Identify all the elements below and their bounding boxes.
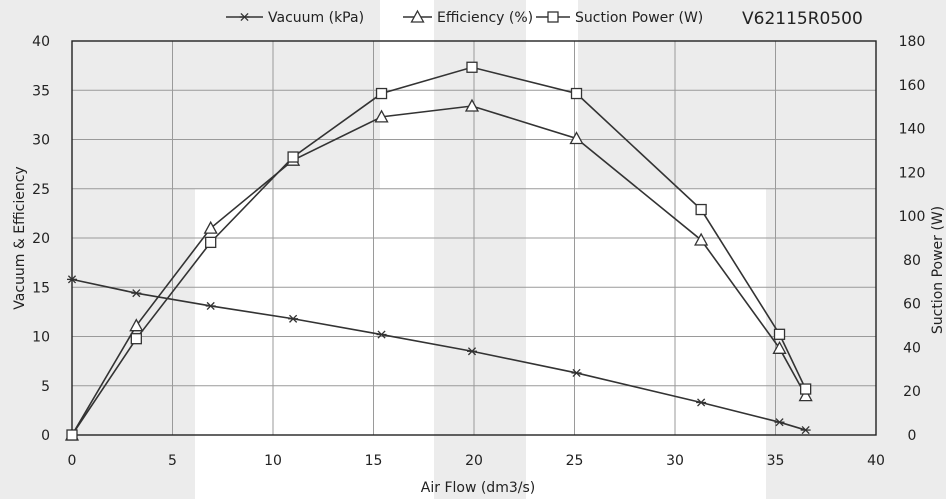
data-point (131, 289, 142, 298)
data-point (694, 232, 709, 246)
series-triangle (64, 98, 813, 441)
left-y-tick-label: 5 (41, 379, 50, 395)
legend-label: Vacuum (kPa) (268, 10, 364, 26)
legend: Vacuum (kPa) Efficiency (%) Suction Power … (226, 9, 703, 26)
x-tick-label: 30 (666, 453, 684, 469)
data-point (798, 388, 813, 402)
series-line (71, 66, 807, 436)
data-point (203, 220, 218, 234)
data-point (570, 87, 583, 100)
x-tick-label: 25 (566, 453, 584, 469)
right-y-tick-label: 180 (899, 34, 926, 50)
x-tick-label: 35 (767, 453, 785, 469)
x-tick-label: 15 (365, 453, 383, 469)
data-point (374, 109, 389, 123)
data-point (129, 318, 144, 332)
data-point (774, 418, 785, 427)
data-point (130, 333, 142, 345)
right-y-tick-label: 140 (899, 122, 926, 138)
data-point (67, 275, 77, 284)
data-point (288, 314, 299, 323)
right-y-tick-label: 100 (899, 209, 926, 225)
legend-item: Vacuum (kPa) (226, 10, 364, 26)
plot-frame (71, 40, 877, 436)
data-point (205, 301, 216, 311)
right-y-tick-label: 40 (903, 340, 921, 356)
left-y-tick-label: 0 (41, 428, 50, 444)
series-layer (64, 61, 813, 441)
data-point (464, 98, 480, 112)
left-y-tick-label: 40 (32, 34, 50, 50)
data-point (287, 151, 299, 163)
legend-item: Efficiency (%) (403, 9, 533, 26)
left-y-tick-label: 30 (32, 133, 50, 149)
data-point (695, 203, 707, 216)
data-point (375, 87, 388, 100)
left-y-tick-label: 20 (32, 231, 50, 247)
series-line (71, 278, 806, 431)
left-y-axis-title: Vacuum & Efficiency (12, 166, 28, 309)
right-y-axis-title: Suction Power (W) (930, 206, 946, 334)
right-y-tick-label: 80 (903, 253, 921, 269)
legend-item: Suction Power (W) (536, 10, 703, 26)
data-point (696, 398, 707, 407)
right-y-tick-label: 160 (899, 78, 926, 94)
data-point (466, 61, 478, 73)
data-point (773, 328, 786, 340)
right-y-tick-label: 60 (903, 297, 921, 313)
data-point (571, 368, 582, 378)
data-point (466, 347, 477, 356)
data-point (205, 236, 217, 249)
right-y-tick-label: 20 (903, 384, 921, 400)
data-point (569, 131, 584, 145)
x-tick-label: 0 (68, 453, 77, 469)
data-point (800, 426, 811, 435)
data-point (772, 340, 787, 354)
model-label: V62115R0500 (742, 9, 863, 29)
data-point (800, 383, 812, 395)
data-point (376, 330, 387, 339)
left-y-axis-ticks: 0 5 10 15 20 25 30 35 40 (32, 34, 50, 444)
x-axis-ticks: 0 5 10 15 20 25 30 35 40 (68, 453, 885, 469)
series-asterisk (67, 275, 811, 435)
right-y-tick-label: 0 (908, 428, 917, 444)
right-y-tick-label: 120 (899, 165, 926, 181)
left-y-tick-label: 25 (32, 182, 50, 198)
x-tick-label: 40 (867, 453, 885, 469)
x-tick-label: 5 (168, 453, 177, 469)
x-axis-title: Air Flow (dm3/s) (421, 480, 535, 496)
x-tick-label: 20 (465, 453, 483, 469)
right-y-axis-ticks: 0 20 40 60 80 100 120 140 160 180 (899, 34, 926, 444)
series-square (66, 61, 812, 441)
legend-label: Efficiency (%) (437, 10, 533, 26)
x-tick-label: 10 (264, 453, 282, 469)
legend-marker (239, 12, 250, 22)
legend-label: Suction Power (W) (575, 10, 703, 26)
legend-marker (547, 11, 559, 23)
left-y-tick-label: 15 (32, 280, 50, 296)
series-line (71, 105, 807, 436)
left-y-tick-label: 35 (32, 83, 50, 99)
data-point (66, 429, 78, 441)
left-y-tick-label: 10 (32, 330, 50, 346)
legend-marker (410, 9, 425, 23)
